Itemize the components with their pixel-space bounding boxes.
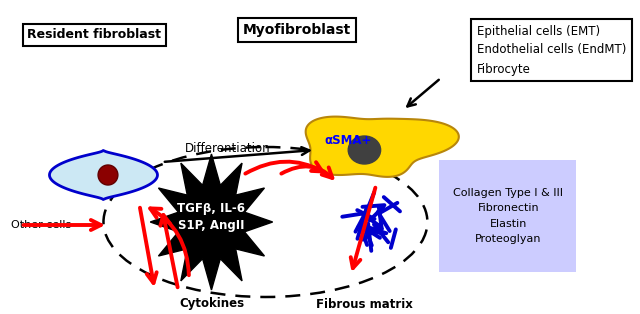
Ellipse shape bbox=[98, 165, 118, 185]
Text: TGFβ, IL-6
S1P, AngII: TGFβ, IL-6 S1P, AngII bbox=[177, 202, 246, 232]
Text: Epithelial cells (EMT)
Endothelial cells (EndMT)
Fibrocyte: Epithelial cells (EMT) Endothelial cells… bbox=[477, 24, 627, 75]
Text: Collagen Type I & III
Fibronectin
Elastin
Proteoglyan: Collagen Type I & III Fibronectin Elasti… bbox=[453, 188, 563, 244]
Text: Differentiation: Differentiation bbox=[185, 142, 271, 154]
Text: αSMA+: αSMA+ bbox=[324, 133, 372, 147]
Polygon shape bbox=[49, 150, 157, 199]
Polygon shape bbox=[306, 116, 459, 177]
FancyBboxPatch shape bbox=[439, 160, 578, 272]
Polygon shape bbox=[150, 154, 273, 290]
Text: Myofibroblast: Myofibroblast bbox=[243, 23, 351, 37]
Text: Other cells: Other cells bbox=[11, 220, 71, 230]
Ellipse shape bbox=[348, 136, 381, 164]
Text: Resident fibroblast: Resident fibroblast bbox=[28, 29, 161, 41]
Text: Fibrous matrix: Fibrous matrix bbox=[316, 297, 413, 311]
Text: Cytokines: Cytokines bbox=[179, 297, 244, 311]
